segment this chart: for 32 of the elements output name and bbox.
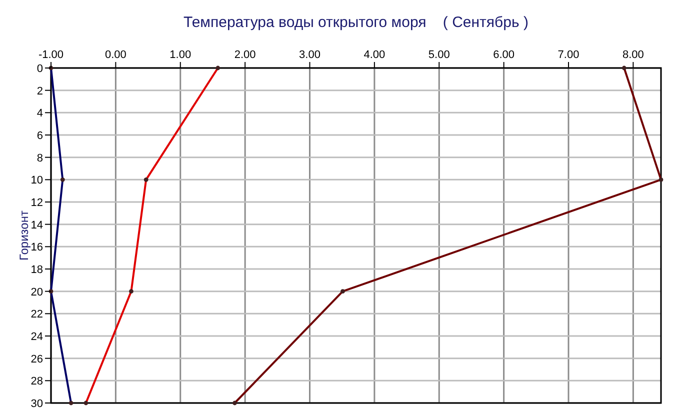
point: [658, 177, 664, 182]
y-tick-label: 12: [30, 197, 43, 209]
y-tick-label: 0: [36, 63, 43, 75]
x-tick-label: 5.00: [428, 49, 450, 61]
y-tick-label: 16: [30, 242, 43, 254]
point: [340, 289, 345, 294]
y-axis-title: Горизонт: [17, 210, 31, 260]
x-tick-label: -1.00: [38, 49, 64, 61]
x-tick-label: 3.00: [299, 49, 320, 61]
x-tick-label: 0.00: [104, 49, 126, 61]
y-tick-label: 22: [30, 308, 43, 321]
y-tick-label: 24: [30, 331, 43, 343]
y-tick-label: 2: [36, 85, 43, 98]
y-tick-label: 28: [30, 376, 43, 388]
point: [232, 400, 237, 406]
y-tick-label: 18: [30, 264, 43, 276]
chart-title: Температура воды открытого моря ( Сентябрь ): [184, 14, 528, 31]
y-tick-label: 14: [30, 219, 43, 232]
point: [622, 66, 626, 70]
x-tick-label: 6.00: [493, 49, 515, 61]
x-tick-label: 7.00: [558, 49, 580, 61]
y-tick-label: 20: [30, 286, 43, 298]
x-tick-label: 1.00: [170, 49, 192, 61]
y-tick-label: 8: [36, 152, 43, 164]
x-tick-label: 4.00: [364, 49, 386, 61]
y-tick-label: 6: [36, 130, 43, 142]
x-tick-label: 8.00: [622, 49, 644, 61]
x-tick-label: 2.00: [234, 49, 256, 61]
y-tick-label: 30: [30, 398, 43, 410]
y-tick-label: 26: [30, 353, 43, 366]
y-tick-label: 10: [30, 174, 43, 187]
y-tick-label: 4: [36, 108, 43, 120]
